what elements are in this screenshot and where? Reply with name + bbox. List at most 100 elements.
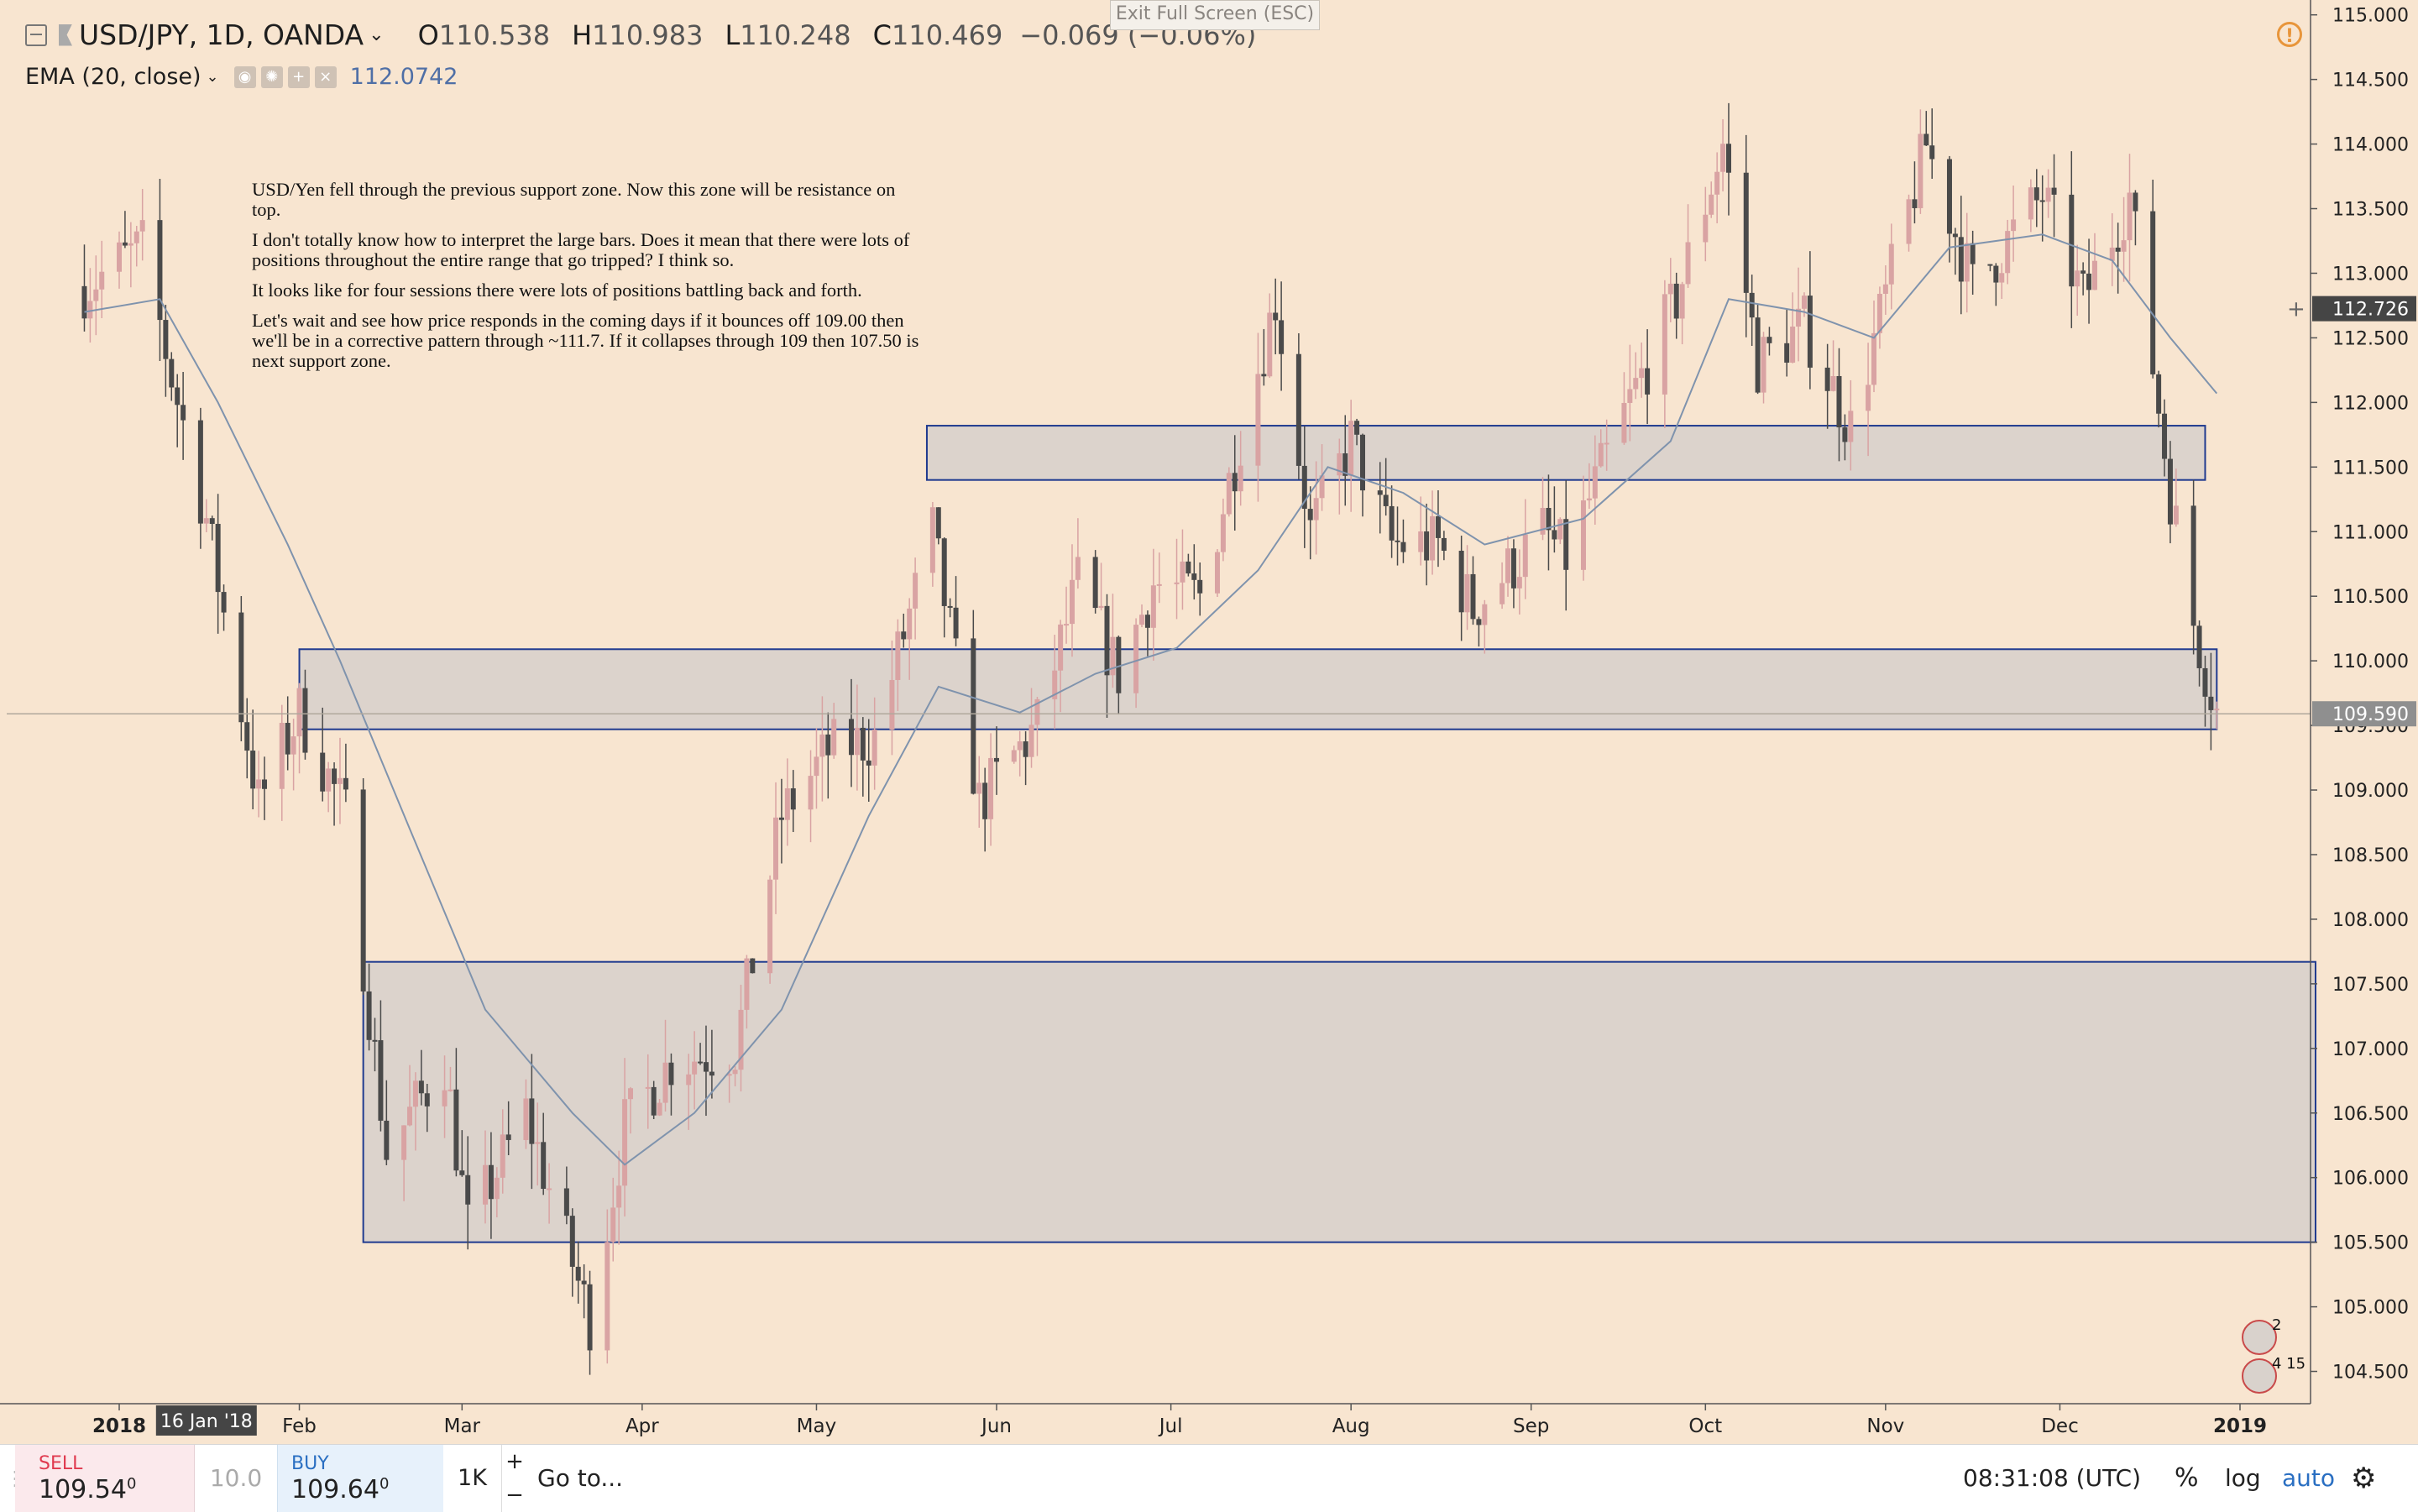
candle (2069, 151, 2075, 328)
candle-body (2167, 458, 2173, 525)
candle-body (128, 243, 133, 246)
quantity-input[interactable]: 10.0 (209, 1464, 263, 1492)
candle-body (819, 734, 825, 757)
decrease-button[interactable]: − (505, 1483, 524, 1508)
close-icon[interactable]: × (314, 65, 337, 88)
candle (1476, 616, 1482, 647)
candle-body (2080, 270, 2086, 274)
candle-body (535, 1142, 541, 1144)
candle (1929, 108, 1935, 179)
percent-scale-button[interactable]: % (2175, 1463, 2199, 1493)
candle (668, 1053, 674, 1116)
chevron-down-icon[interactable]: ⌄ (206, 68, 219, 86)
candle (1906, 194, 1912, 252)
collapse-legend-icon[interactable] (25, 24, 47, 46)
candle (1104, 594, 1110, 718)
exit-fullscreen-button[interactable]: Exit Full Screen (ESC) (1110, 0, 1320, 30)
candle-body (2115, 247, 2121, 252)
candle-body (384, 1120, 390, 1160)
candle-body (1354, 421, 1360, 435)
chart-area[interactable]: 115.000 114.500 114.000 113.500 113.000 112.5… (0, 0, 2418, 1444)
candle (279, 704, 285, 821)
candle (1714, 152, 1720, 224)
candle (1470, 556, 1476, 625)
log-scale-button[interactable]: log (2225, 1464, 2261, 1492)
candle-body (302, 688, 308, 753)
candle (2208, 652, 2214, 751)
sell-label: SELL (39, 1453, 83, 1474)
candle (238, 595, 244, 742)
candle (1639, 343, 1645, 398)
candle (2214, 701, 2220, 730)
gear-icon[interactable]: ✺ (260, 65, 283, 88)
buy-price: 109.640 (291, 1475, 390, 1504)
candle (2086, 238, 2092, 324)
candle (1546, 474, 1552, 571)
chart-annotation[interactable]: USD/Yen fell through the previous suppor… (252, 180, 924, 381)
candle-body (1174, 582, 1180, 584)
candle-body (587, 1284, 593, 1351)
candle-body (2196, 625, 2202, 668)
price-chart[interactable]: 115.000 114.500 114.000 113.500 113.000 112.5… (0, 0, 2418, 1444)
x-tick-label: Sep (1513, 1415, 1549, 1437)
candle-body (1430, 515, 1436, 561)
candle-body (1946, 159, 1952, 234)
drag-handle-icon[interactable]: ⋮ (5, 1445, 25, 1512)
chevron-down-icon[interactable]: ⌄ (369, 24, 385, 45)
candle-body (668, 1062, 674, 1086)
candle-body (1400, 541, 1406, 552)
candle-body (1912, 199, 1918, 208)
candle-body (2173, 505, 2179, 525)
utc-clock[interactable]: 08:31:08 (UTC) (1963, 1464, 2142, 1492)
candle (418, 1049, 424, 1106)
candle-body (1144, 615, 1150, 628)
candle (1418, 496, 1424, 566)
candle (1464, 545, 1470, 630)
candle (1836, 348, 1842, 462)
eye-icon[interactable]: ◉ (233, 65, 256, 88)
y-tick-label: 113.000 (2332, 264, 2409, 285)
economic-event-icon[interactable]: 4 15 (2242, 1355, 2305, 1394)
increase-button[interactable]: + (505, 1449, 524, 1474)
candle-body (1999, 273, 2005, 283)
indicator-title[interactable]: EMA (20, close) (25, 64, 202, 90)
symbol-title[interactable]: USD/JPY, 1D, OANDA (79, 18, 364, 51)
candle (2033, 169, 2039, 228)
auto-scale-button[interactable]: auto (2282, 1464, 2336, 1492)
candle-body (1882, 284, 1888, 294)
economic-event-icon[interactable]: 2 (2242, 1316, 2281, 1355)
candle-body (197, 420, 203, 524)
candle (181, 372, 186, 460)
alert-icon[interactable]: ! (2277, 22, 2302, 47)
lot-stepper[interactable]: + − (502, 1445, 527, 1512)
candle (1645, 329, 1651, 425)
support-resistance-zone (925, 425, 2206, 481)
plus-icon[interactable]: + (287, 65, 310, 88)
candle (1028, 688, 1034, 768)
candle-body (1563, 519, 1569, 570)
lot-size[interactable]: 1K (443, 1445, 502, 1512)
candle (1191, 544, 1197, 600)
candle (1784, 308, 1790, 377)
candle-body (1720, 144, 1726, 172)
candle-body (971, 638, 976, 794)
candle-body (616, 1185, 622, 1208)
candle (2028, 179, 2033, 233)
flag-icon[interactable] (59, 24, 72, 46)
y-tick-label: 115.000 (2332, 6, 2409, 27)
candle (1214, 549, 1220, 598)
candle-body (1801, 296, 1807, 309)
sell-button[interactable]: SELL 109.540 (15, 1445, 195, 1512)
candle-body (1743, 172, 1749, 293)
gear-icon[interactable]: ⚙ (2351, 1462, 2377, 1495)
candle-body (831, 719, 837, 756)
candle-body (290, 736, 296, 755)
goto-date-button[interactable]: Go to... (537, 1464, 624, 1492)
candle (1255, 332, 1261, 502)
candle (1232, 435, 1238, 531)
buy-button[interactable]: BUY 109.640 (277, 1445, 443, 1512)
candle (1662, 280, 1667, 429)
candle (767, 875, 773, 984)
candle (662, 1019, 668, 1112)
candle (2115, 222, 2121, 294)
